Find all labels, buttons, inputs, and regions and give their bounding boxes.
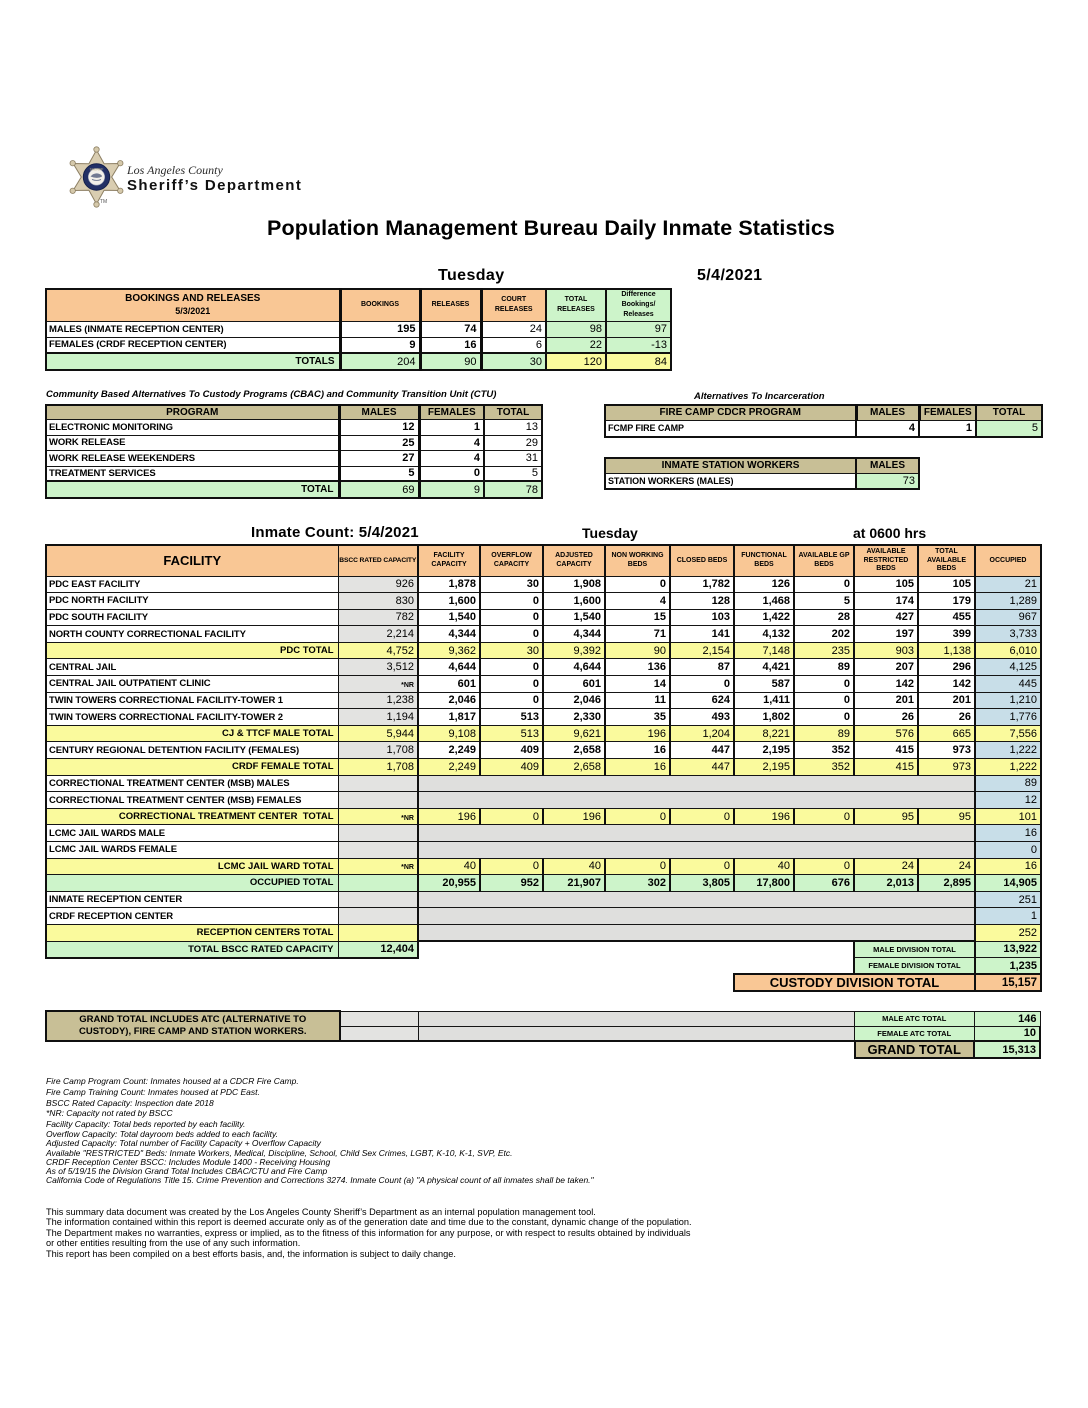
svg-text:SHERIFF: SHERIFF (90, 168, 104, 172)
